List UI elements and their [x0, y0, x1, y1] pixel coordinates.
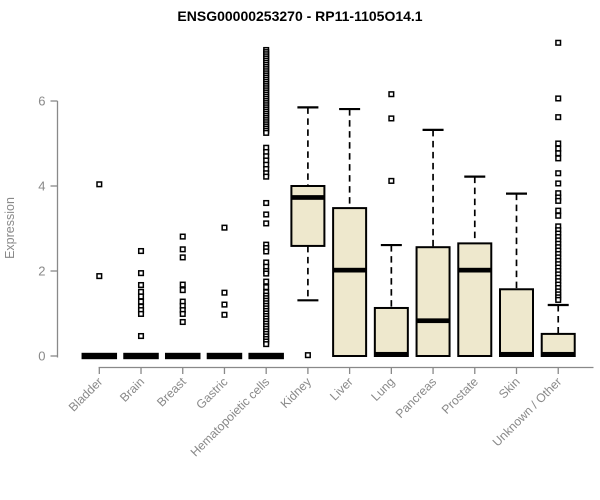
box-prostate [457, 175, 493, 357]
outlier-points [555, 39, 562, 303]
y-tick-label: 6 [38, 94, 45, 109]
x-tick-label: Lung [368, 375, 397, 404]
x-tick-label: Liver [327, 375, 356, 404]
x-tick-label: Breast [154, 374, 189, 409]
box-unknown-other [540, 39, 576, 357]
outlier-points [96, 181, 103, 280]
x-tick-label: Pancreas [393, 375, 439, 421]
y-tick-label: 2 [38, 264, 45, 279]
outlier-points [304, 352, 311, 359]
outlier-points [388, 91, 395, 184]
x-tick-label: Bladder [66, 375, 106, 415]
chart-title: ENSG00000253270 - RP11-1105O14.1 [177, 8, 423, 24]
outlier-points [221, 224, 228, 318]
y-axis: 0 2 4 6 Expression [3, 94, 59, 364]
outlier-points [179, 233, 186, 326]
box-bladder [81, 181, 118, 360]
box-breast [164, 233, 201, 360]
box-hematopoietic-cells [248, 46, 284, 360]
x-tick-label: Kidney [278, 374, 315, 411]
box-skin [499, 192, 534, 357]
outlier-points [137, 247, 145, 340]
y-axis-title: Expression [3, 197, 17, 259]
x-tick-label: Gastric [193, 375, 230, 412]
box-lung [373, 91, 409, 358]
box-kidney [290, 106, 326, 359]
x-tick-label: Skin [496, 375, 523, 402]
x-tick-label: Brain [117, 375, 147, 405]
box-gastric [206, 224, 243, 360]
x-tick-label: Prostate [439, 375, 481, 417]
outlier-points [263, 46, 270, 348]
x-tick-label: Hematopoietic cells [188, 375, 273, 460]
box-liver [332, 107, 368, 357]
box-pancreas [415, 128, 451, 357]
y-tick-label: 4 [38, 179, 45, 194]
box-brain [123, 247, 159, 360]
y-tick-label: 0 [38, 349, 45, 364]
